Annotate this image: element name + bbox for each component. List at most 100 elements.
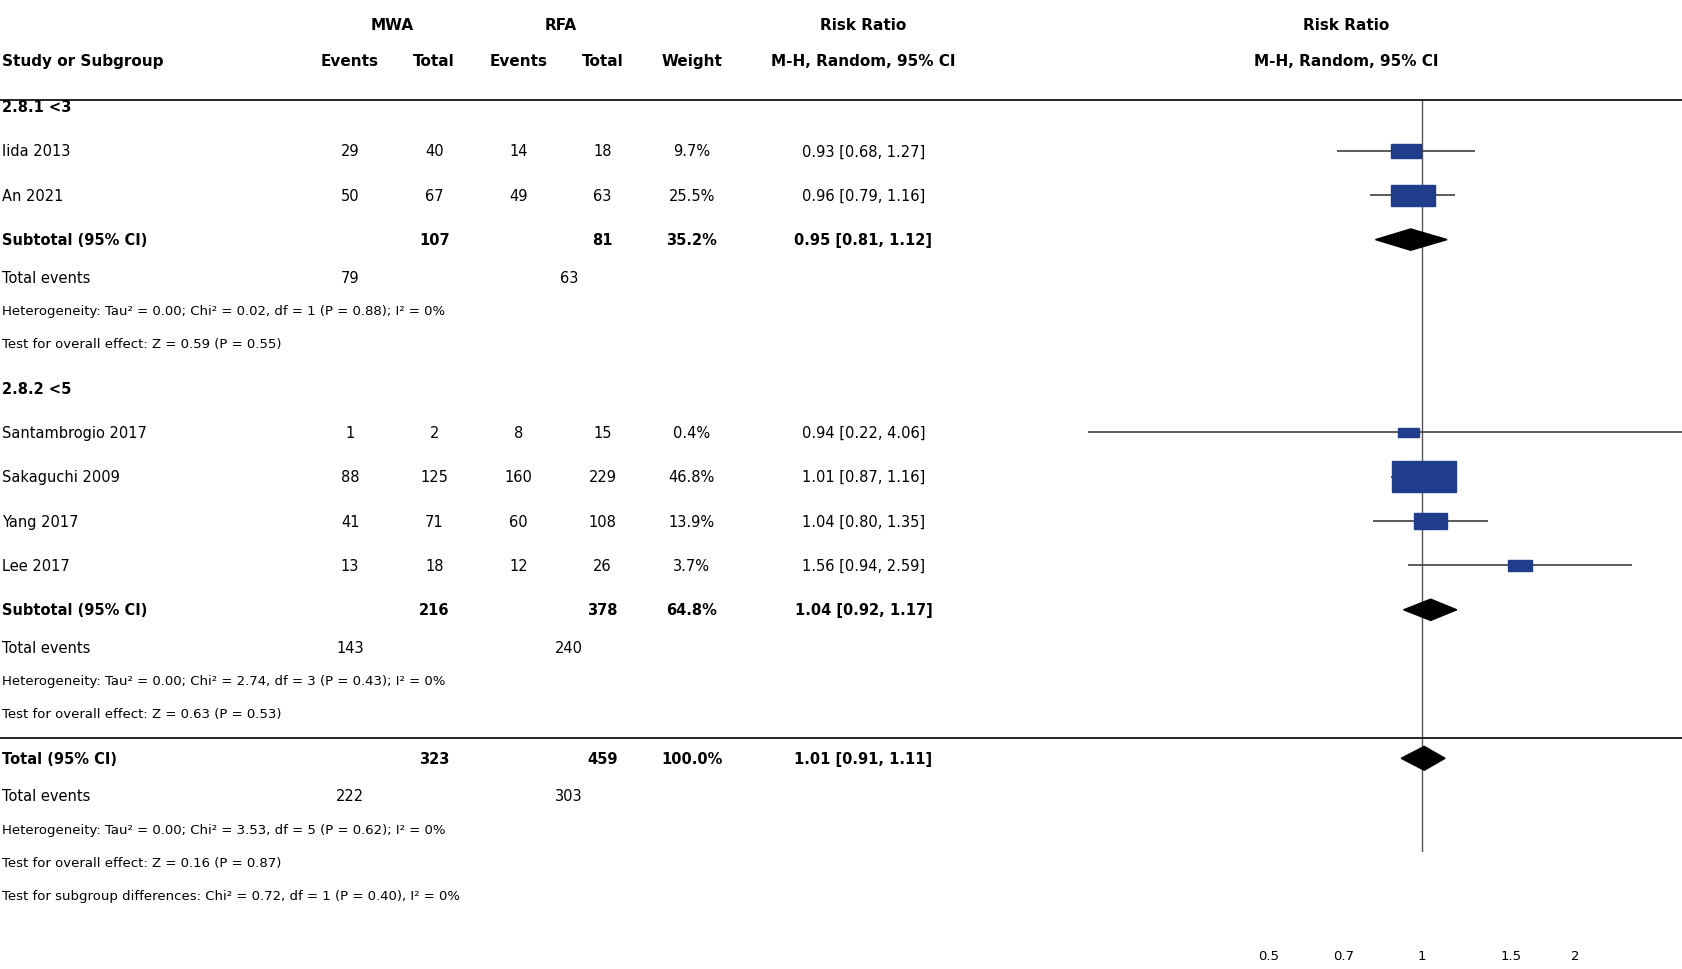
Text: 13.9%: 13.9% <box>668 515 715 529</box>
Text: 50: 50 <box>340 189 360 203</box>
Text: 13: 13 <box>341 558 358 574</box>
Text: 0.96 [0.79, 1.16]: 0.96 [0.79, 1.16] <box>801 189 925 203</box>
Text: 222: 222 <box>336 789 363 803</box>
Text: 1.01 [0.87, 1.16]: 1.01 [0.87, 1.16] <box>801 470 925 484</box>
Text: Study or Subgroup: Study or Subgroup <box>2 53 163 69</box>
Text: 1.04 [0.92, 1.17]: 1.04 [0.92, 1.17] <box>794 603 932 617</box>
Text: Sakaguchi 2009: Sakaguchi 2009 <box>2 470 119 484</box>
Text: Weight: Weight <box>661 53 722 69</box>
Bar <box>1507 560 1531 572</box>
Text: 63: 63 <box>560 270 577 286</box>
Text: Lee 2017: Lee 2017 <box>2 558 69 574</box>
Text: 125: 125 <box>420 470 447 484</box>
Text: 107: 107 <box>419 233 449 248</box>
Text: 0.94 [0.22, 4.06]: 0.94 [0.22, 4.06] <box>801 425 925 441</box>
Bar <box>1391 144 1420 159</box>
Text: Yang 2017: Yang 2017 <box>2 515 77 529</box>
Text: 88: 88 <box>341 470 358 484</box>
Text: 14: 14 <box>510 144 526 159</box>
Polygon shape <box>1374 230 1447 251</box>
Text: 2.8.1 <3: 2.8.1 <3 <box>2 100 71 115</box>
Text: Total events: Total events <box>2 270 91 286</box>
Text: An 2021: An 2021 <box>2 189 62 203</box>
Text: Heterogeneity: Tau² = 0.00; Chi² = 0.02, df = 1 (P = 0.88); I² = 0%: Heterogeneity: Tau² = 0.00; Chi² = 0.02,… <box>2 304 444 318</box>
Text: 459: 459 <box>587 751 617 766</box>
Text: Risk Ratio: Risk Ratio <box>819 18 907 33</box>
Text: 0.95 [0.81, 1.12]: 0.95 [0.81, 1.12] <box>794 233 932 248</box>
Text: 378: 378 <box>587 603 617 617</box>
Text: 108: 108 <box>589 515 616 529</box>
Text: 0.5: 0.5 <box>1258 950 1278 962</box>
Polygon shape <box>1403 600 1457 621</box>
Text: 0.93 [0.68, 1.27]: 0.93 [0.68, 1.27] <box>801 144 925 159</box>
Text: Events: Events <box>321 53 378 69</box>
Text: Subtotal (95% CI): Subtotal (95% CI) <box>2 233 146 248</box>
Text: 0.4%: 0.4% <box>673 425 710 441</box>
Text: 35.2%: 35.2% <box>666 233 717 248</box>
Text: 1.01 [0.91, 1.11]: 1.01 [0.91, 1.11] <box>794 751 932 766</box>
Text: Test for subgroup differences: Chi² = 0.72, df = 1 (P = 0.40), I² = 0%: Test for subgroup differences: Chi² = 0.… <box>2 890 459 902</box>
Text: Test for overall effect: Z = 0.63 (P = 0.53): Test for overall effect: Z = 0.63 (P = 0… <box>2 707 281 721</box>
Text: 60: 60 <box>508 515 528 529</box>
Polygon shape <box>1401 746 1445 770</box>
Bar <box>1398 428 1418 438</box>
Text: 2.8.2 <5: 2.8.2 <5 <box>2 381 71 396</box>
Bar <box>1389 185 1435 206</box>
Text: M-H, Random, 95% CI: M-H, Random, 95% CI <box>770 53 955 69</box>
Text: Test for overall effect: Z = 0.16 (P = 0.87): Test for overall effect: Z = 0.16 (P = 0… <box>2 857 281 869</box>
Text: 323: 323 <box>419 751 449 766</box>
Text: 8: 8 <box>513 425 523 441</box>
Text: 1.56 [0.94, 2.59]: 1.56 [0.94, 2.59] <box>801 558 925 574</box>
Text: Heterogeneity: Tau² = 0.00; Chi² = 3.53, df = 5 (P = 0.62); I² = 0%: Heterogeneity: Tau² = 0.00; Chi² = 3.53,… <box>2 823 446 836</box>
Bar <box>1391 462 1455 493</box>
Text: 1: 1 <box>345 425 355 441</box>
Text: 63: 63 <box>594 189 611 203</box>
Text: 71: 71 <box>424 515 444 529</box>
Text: RFA: RFA <box>543 18 577 33</box>
Text: Total: Total <box>414 53 454 69</box>
Text: 12: 12 <box>508 558 528 574</box>
Text: 2: 2 <box>429 425 439 441</box>
Text: 41: 41 <box>341 515 358 529</box>
Text: 3.7%: 3.7% <box>673 558 710 574</box>
Text: 40: 40 <box>424 144 444 159</box>
Text: 25.5%: 25.5% <box>668 189 715 203</box>
Text: 100.0%: 100.0% <box>661 751 722 766</box>
Text: 18: 18 <box>426 558 442 574</box>
Text: Santambrogio 2017: Santambrogio 2017 <box>2 425 146 441</box>
Text: 1.5: 1.5 <box>1500 950 1521 962</box>
Text: 9.7%: 9.7% <box>673 144 710 159</box>
Text: Heterogeneity: Tau² = 0.00; Chi² = 2.74, df = 3 (P = 0.43); I² = 0%: Heterogeneity: Tau² = 0.00; Chi² = 2.74,… <box>2 674 444 688</box>
Text: 229: 229 <box>589 470 616 484</box>
Text: Risk Ratio: Risk Ratio <box>1302 18 1389 33</box>
Bar <box>1413 514 1447 530</box>
Text: 303: 303 <box>555 789 582 803</box>
Text: Iida 2013: Iida 2013 <box>2 144 71 159</box>
Text: 2: 2 <box>1569 950 1578 962</box>
Text: 67: 67 <box>424 189 444 203</box>
Text: 216: 216 <box>419 603 449 617</box>
Text: Total events: Total events <box>2 641 91 655</box>
Text: M-H, Random, 95% CI: M-H, Random, 95% CI <box>1253 53 1438 69</box>
Text: 15: 15 <box>594 425 611 441</box>
Text: MWA: MWA <box>370 18 414 33</box>
Text: 1: 1 <box>1416 950 1425 962</box>
Text: 160: 160 <box>505 470 532 484</box>
Text: Total events: Total events <box>2 789 91 803</box>
Text: Subtotal (95% CI): Subtotal (95% CI) <box>2 603 146 617</box>
Text: Total (95% CI): Total (95% CI) <box>2 751 116 766</box>
Text: 64.8%: 64.8% <box>666 603 717 617</box>
Text: 143: 143 <box>336 641 363 655</box>
Text: 18: 18 <box>594 144 611 159</box>
Text: 46.8%: 46.8% <box>668 470 715 484</box>
Text: 240: 240 <box>555 641 582 655</box>
Text: Test for overall effect: Z = 0.59 (P = 0.55): Test for overall effect: Z = 0.59 (P = 0… <box>2 338 281 351</box>
Text: 1.04 [0.80, 1.35]: 1.04 [0.80, 1.35] <box>801 515 925 529</box>
Text: Total: Total <box>582 53 622 69</box>
Text: 26: 26 <box>592 558 612 574</box>
Text: Events: Events <box>489 53 547 69</box>
Text: 29: 29 <box>340 144 360 159</box>
Text: 81: 81 <box>592 233 612 248</box>
Text: 0.7: 0.7 <box>1332 950 1352 962</box>
Text: 79: 79 <box>340 270 360 286</box>
